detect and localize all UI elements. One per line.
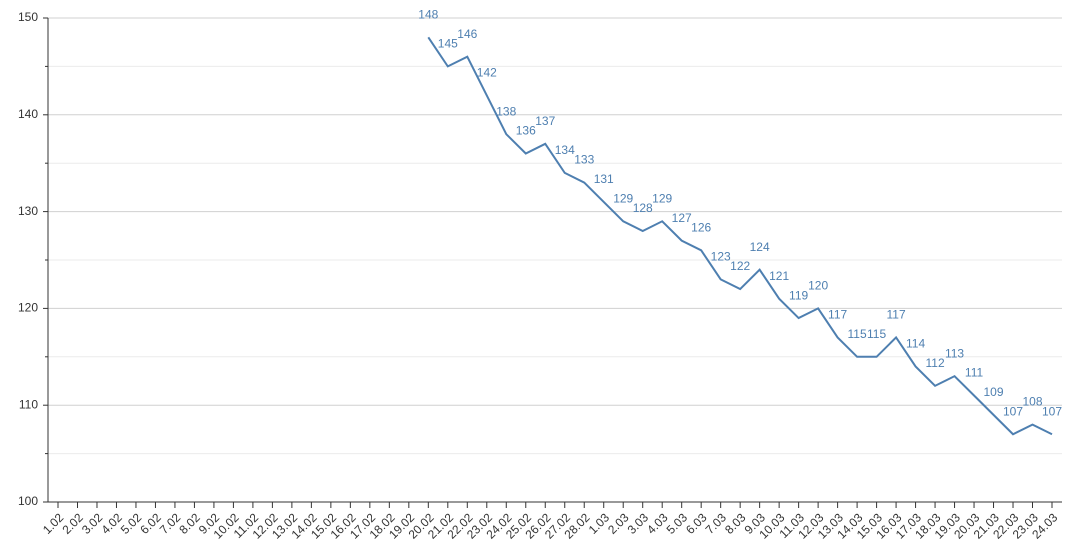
data-label: 129 (613, 191, 633, 205)
data-label: 123 (711, 250, 731, 264)
data-label: 115 (848, 327, 867, 341)
data-label: 114 (906, 337, 925, 351)
data-label: 107 (1003, 404, 1023, 418)
data-label: 113 (945, 346, 964, 360)
data-label: 121 (769, 269, 789, 283)
data-label: 128 (633, 201, 653, 215)
y-tick-label: 110 (19, 397, 38, 411)
data-label: 115 (867, 327, 886, 341)
data-label: 131 (594, 172, 614, 186)
data-label: 134 (555, 143, 575, 157)
data-label: 126 (691, 220, 711, 234)
data-label: 145 (438, 37, 458, 51)
y-tick-label: 140 (18, 107, 38, 121)
data-label: 138 (496, 104, 516, 118)
data-label: 136 (516, 124, 536, 138)
data-label: 120 (808, 279, 828, 293)
data-label: 133 (574, 153, 594, 167)
data-label: 146 (457, 27, 477, 41)
y-tick-label: 120 (18, 301, 38, 315)
data-label: 108 (1022, 395, 1042, 409)
data-label: 122 (730, 259, 750, 273)
data-label: 107 (1042, 404, 1062, 418)
data-label: 124 (750, 240, 770, 254)
y-tick-label: 130 (18, 204, 38, 218)
data-label: 109 (984, 385, 1004, 399)
data-label: 148 (418, 8, 438, 22)
data-label: 117 (828, 308, 847, 322)
data-line (427, 36, 1053, 436)
data-label: 117 (887, 308, 906, 322)
data-label: 127 (672, 211, 692, 225)
data-label: 137 (535, 114, 555, 128)
y-tick-label: 150 (18, 10, 38, 24)
y-tick-label: 100 (18, 494, 38, 508)
data-label: 129 (652, 191, 672, 205)
data-label: 142 (477, 66, 497, 80)
data-label: 119 (789, 288, 808, 302)
data-label: 112 (925, 356, 944, 370)
data-label: 111 (965, 366, 984, 380)
